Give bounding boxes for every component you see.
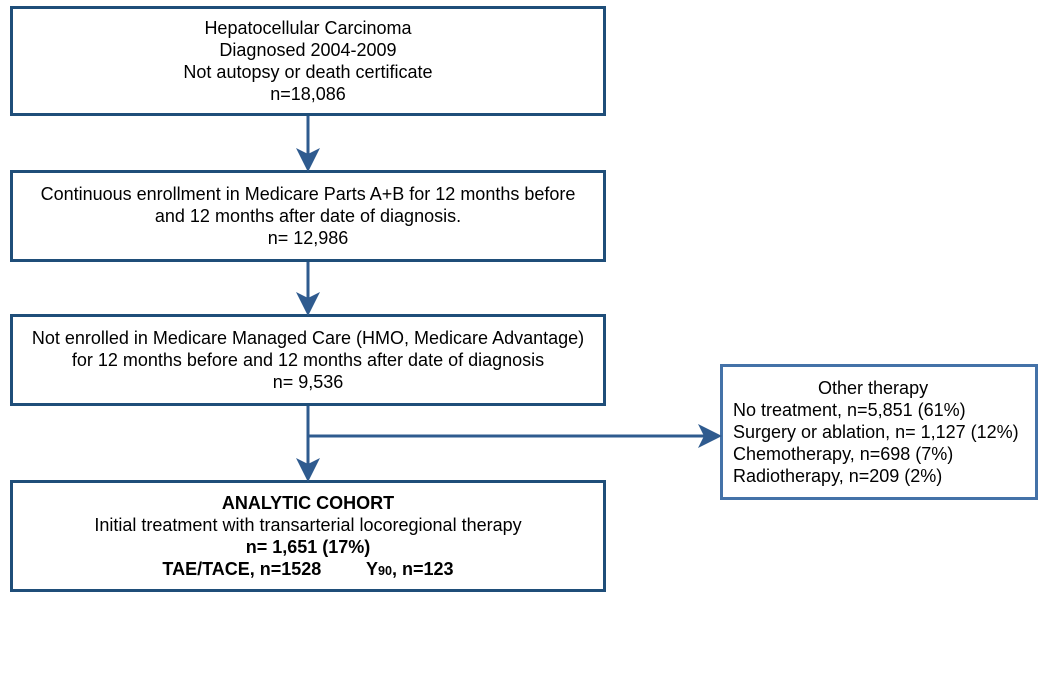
node-not-hmo: Not enrolled in Medicare Managed Care (H… [10, 314, 606, 406]
node-text-line: n= 12,986 [268, 227, 349, 249]
node-text-line: Not enrolled in Medicare Managed Care (H… [32, 327, 584, 349]
node-text-line: for 12 months before and 12 months after… [72, 349, 544, 371]
node-text-line: Not autopsy or death certificate [183, 61, 432, 83]
node-other-therapy: Other therapyNo treatment, n=5,851 (61%)… [720, 364, 1038, 500]
node-analytic-cohort: ANALYTIC COHORTInitial treatment with tr… [10, 480, 606, 592]
node-text-line: Diagnosed 2004-2009 [219, 39, 396, 61]
node-text-line: Chemotherapy, n=698 (7%) [733, 443, 953, 465]
node-text-line: Radiotherapy, n=209 (2%) [733, 465, 942, 487]
node-medicare-enrollment: Continuous enrollment in Medicare Parts … [10, 170, 606, 262]
flowchart-canvas: Hepatocellular CarcinomaDiagnosed 2004-2… [0, 0, 1050, 676]
node-text-line: No treatment, n=5,851 (61%) [733, 399, 966, 421]
node-text-line: Initial treatment with transarterial loc… [94, 514, 521, 536]
node-text-line: Hepatocellular Carcinoma [204, 17, 411, 39]
node-text-line: n= 1,651 (17%) [246, 536, 371, 558]
node-text-line: TAE/TACE, n=1528 Y90, n=123 [162, 558, 453, 580]
node-initial-cohort: Hepatocellular CarcinomaDiagnosed 2004-2… [10, 6, 606, 116]
node-text-line: Other therapy [733, 377, 928, 399]
node-text-line: Surgery or ablation, n= 1,127 (12%) [733, 421, 1019, 443]
node-text-line: ANALYTIC COHORT [222, 492, 394, 514]
node-text-line: Continuous enrollment in Medicare Parts … [41, 183, 576, 205]
node-text-line: n= 9,536 [273, 371, 344, 393]
node-text-line: n=18,086 [270, 83, 346, 105]
node-text-line: and 12 months after date of diagnosis. [155, 205, 461, 227]
